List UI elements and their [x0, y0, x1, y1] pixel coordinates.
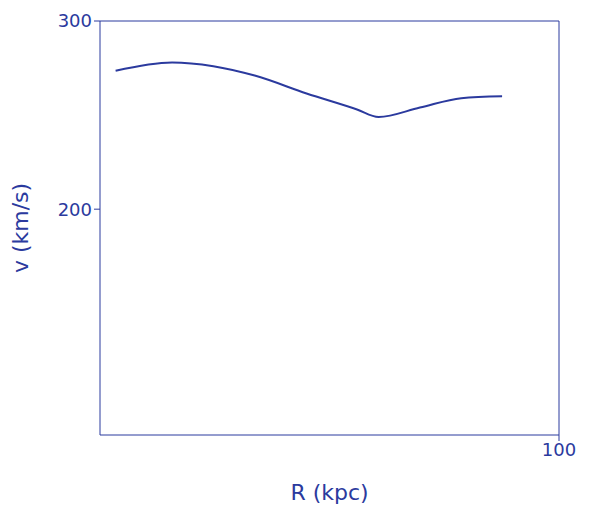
svg-text:v (km/s): v (km/s)	[8, 183, 33, 273]
svg-text:100: 100	[542, 439, 576, 460]
svg-text:200: 200	[58, 199, 92, 220]
svg-text:R (kpc): R (kpc)	[290, 480, 368, 505]
svg-text:300: 300	[58, 10, 92, 31]
